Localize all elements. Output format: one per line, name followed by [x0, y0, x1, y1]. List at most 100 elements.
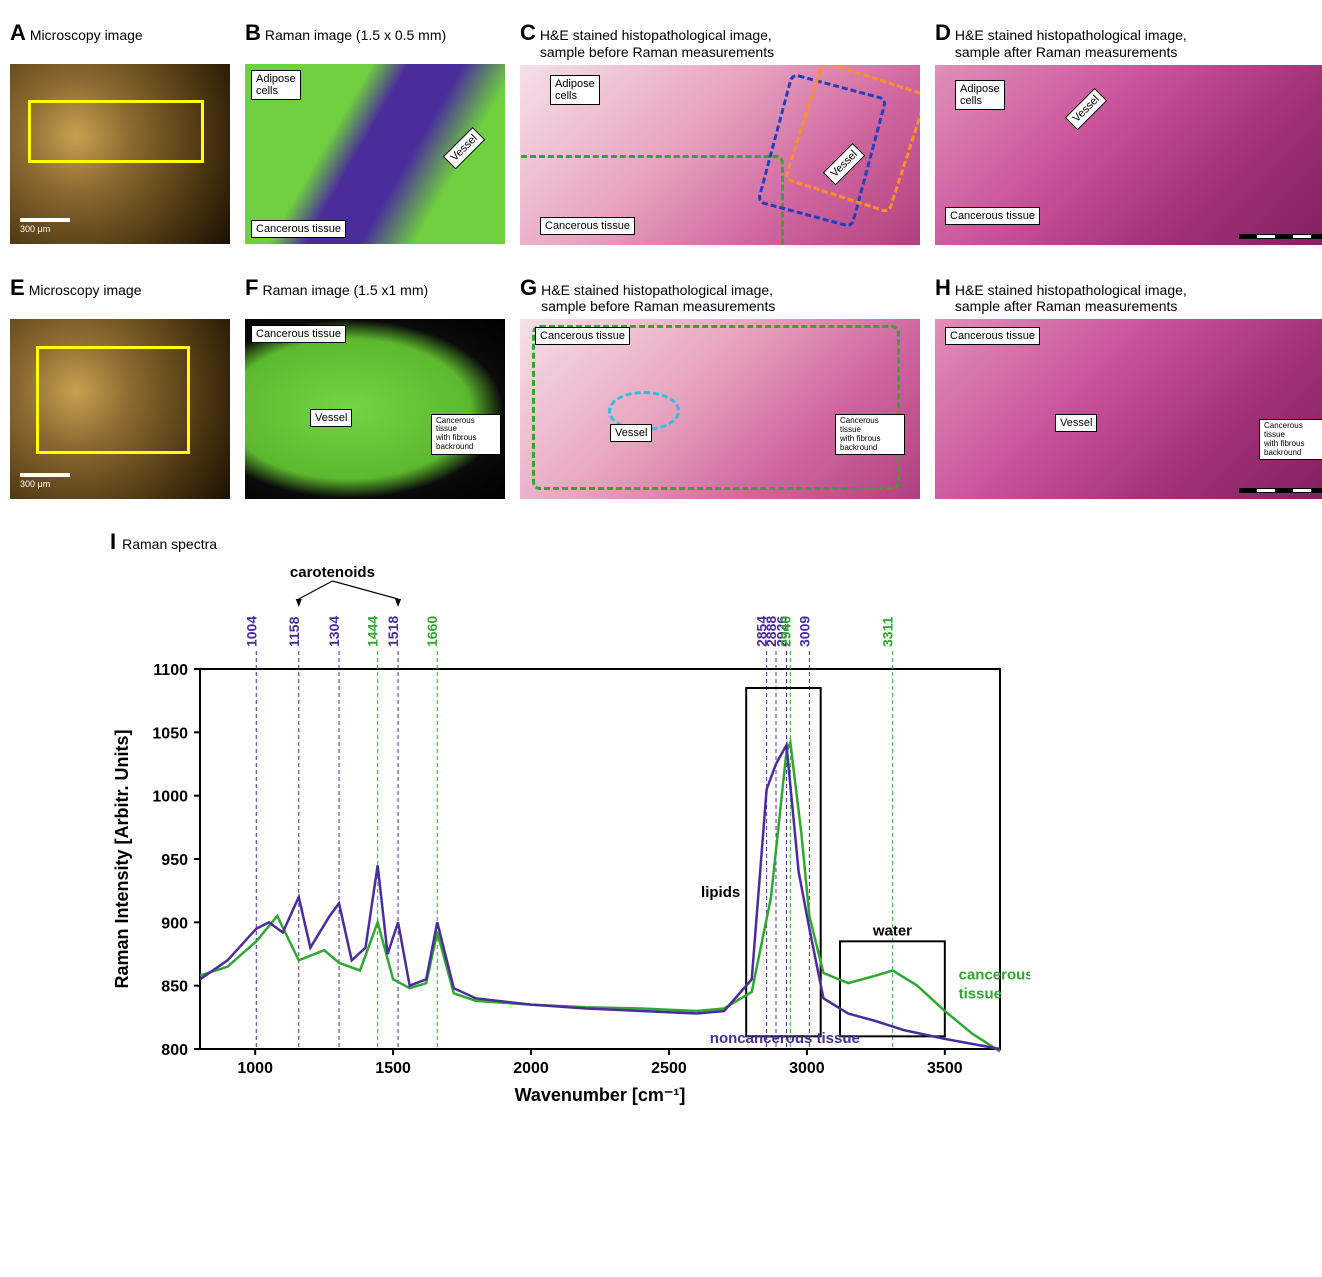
- figure-row-1: A Microscopy image 300 μm B Raman image …: [10, 20, 1312, 245]
- svg-text:lipids: lipids: [701, 884, 740, 901]
- panel-letter: F: [245, 275, 258, 301]
- panel-title: H&E stained histopathological image, sam…: [955, 282, 1187, 316]
- roi-box: [28, 100, 204, 163]
- panel-d-header: D H&E stained histopathological image, s…: [935, 20, 1322, 61]
- panel-i: I Raman spectra 800850900950100010501100…: [10, 529, 1312, 1109]
- microscopy-image-a: 300 μm: [10, 64, 230, 244]
- panel-a-header: A Microscopy image: [10, 20, 230, 60]
- panel-e: E Microscopy image 300 μm: [10, 275, 230, 500]
- panel-title: Microscopy image: [30, 27, 143, 44]
- panel-d: D H&E stained histopathological image, s…: [935, 20, 1322, 245]
- he-image-d: Adipose cells Vessel Cancerous tissue: [935, 65, 1322, 245]
- panel-g-header: G H&E stained histopathological image, s…: [520, 275, 920, 316]
- svg-text:3000: 3000: [789, 1060, 825, 1077]
- svg-text:tissue: tissue: [959, 986, 1002, 1003]
- label-adipose: Adipose cells: [955, 80, 1005, 110]
- svg-text:3009: 3009: [796, 616, 812, 647]
- panel-e-header: E Microscopy image: [10, 275, 230, 315]
- label-cancer: Cancerous tissue: [540, 217, 635, 235]
- panel-a: A Microscopy image 300 μm: [10, 20, 230, 245]
- panel-letter: D: [935, 20, 951, 46]
- svg-text:noncancerous tissue: noncancerous tissue: [710, 1030, 860, 1047]
- panel-g: G H&E stained histopathological image, s…: [520, 275, 920, 500]
- label-vessel: Vessel: [310, 409, 352, 427]
- he-image-g: Cancerous tissue Vessel Cancerous tissue…: [520, 319, 920, 499]
- panel-letter: B: [245, 20, 261, 46]
- panel-title: H&E stained histopathological image, sam…: [955, 27, 1187, 61]
- panel-c: C H&E stained histopathological image, s…: [520, 20, 920, 245]
- label-cancer: Cancerous tissue: [251, 220, 346, 238]
- svg-text:3311: 3311: [880, 617, 896, 648]
- svg-text:cancerous: cancerous: [959, 967, 1030, 984]
- scale-bar: 300 μm: [20, 473, 70, 489]
- label-cancer: Cancerous tissue: [251, 325, 346, 343]
- panel-letter: E: [10, 275, 25, 301]
- spectra-svg: 8008509009501000105011001000150020002500…: [110, 559, 1030, 1109]
- svg-text:900: 900: [161, 916, 188, 933]
- scale-text: 300 μm: [20, 479, 50, 489]
- svg-text:2000: 2000: [513, 1060, 549, 1077]
- svg-text:1660: 1660: [424, 616, 440, 647]
- label-cancer: Cancerous tissue: [945, 327, 1040, 345]
- svg-text:1158: 1158: [286, 617, 302, 648]
- panel-title: Raman image (1.5 x1 mm): [262, 282, 428, 299]
- panel-h-header: H H&E stained histopathological image, s…: [935, 275, 1322, 316]
- scale-text: 300 μm: [20, 224, 50, 234]
- svg-text:water: water: [872, 923, 912, 940]
- svg-text:800: 800: [161, 1042, 188, 1059]
- panel-letter: H: [935, 275, 951, 301]
- svg-text:1000: 1000: [237, 1060, 273, 1077]
- label-cancer: Cancerous tissue: [535, 327, 630, 345]
- svg-text:1000: 1000: [152, 789, 188, 806]
- microscopy-image-e: 300 μm: [10, 319, 230, 499]
- svg-text:1444: 1444: [365, 616, 381, 647]
- label-vessel: Vessel: [1065, 87, 1108, 130]
- svg-text:1500: 1500: [375, 1060, 411, 1077]
- svg-text:carotenoids: carotenoids: [290, 564, 375, 581]
- svg-text:2500: 2500: [651, 1060, 687, 1077]
- svg-text:1304: 1304: [326, 616, 342, 647]
- svg-text:1518: 1518: [385, 616, 401, 647]
- panel-title: H&E stained histopathological image, sam…: [541, 282, 775, 316]
- roi-box: [36, 346, 190, 454]
- scale-bar: 300 μm: [20, 218, 70, 234]
- svg-text:Wavenumber [cm⁻¹]: Wavenumber [cm⁻¹]: [515, 1085, 686, 1105]
- panel-letter: A: [10, 20, 26, 46]
- panel-f: F Raman image (1.5 x1 mm) Cancerous tiss…: [245, 275, 505, 500]
- he-image-h: Cancerous tissue Vessel Cancerous tissue…: [935, 319, 1322, 499]
- panel-i-header: I Raman spectra: [110, 529, 1312, 555]
- panel-letter: I: [110, 529, 116, 555]
- panel-title: Microscopy image: [29, 282, 142, 299]
- svg-text:3500: 3500: [927, 1060, 963, 1077]
- panel-f-header: F Raman image (1.5 x1 mm): [245, 275, 505, 315]
- label-fibrous: Cancerous tissue with fibrous backround: [835, 414, 905, 455]
- svg-text:1050: 1050: [152, 726, 188, 743]
- svg-text:1004: 1004: [243, 616, 259, 647]
- label-vessel: Vessel: [1055, 414, 1097, 432]
- label-vessel: Vessel: [442, 127, 485, 170]
- panel-b-header: B Raman image (1.5 x 0.5 mm): [245, 20, 505, 60]
- panel-title: H&E stained histopathological image, sam…: [540, 27, 774, 61]
- spectra-chart: 8008509009501000105011001000150020002500…: [110, 559, 1030, 1109]
- label-adipose: Adipose cells: [251, 70, 301, 100]
- svg-text:1100: 1100: [153, 662, 188, 679]
- figure-row-2: E Microscopy image 300 μm F Raman image …: [10, 275, 1312, 500]
- raman-image-b: Adipose cells Vessel Cancerous tissue: [245, 64, 505, 244]
- panel-b: B Raman image (1.5 x 0.5 mm) Adipose cel…: [245, 20, 505, 245]
- scale-bar: [1239, 488, 1322, 493]
- raman-image-f: Cancerous tissue Vessel Cancerous tissue…: [245, 319, 505, 499]
- label-fibrous: Cancerous tissue with fibrous backround: [431, 414, 501, 455]
- label-cancer: Cancerous tissue: [945, 207, 1040, 225]
- svg-text:Raman Intensity [Arbitr. Units: Raman Intensity [Arbitr. Units]: [112, 730, 132, 989]
- panel-letter: G: [520, 275, 537, 301]
- he-image-c: Adipose cells Vessel Cancerous tissue: [520, 65, 920, 245]
- panel-letter: C: [520, 20, 536, 46]
- panel-title: Raman spectra: [122, 536, 217, 553]
- label-vessel: Vessel: [610, 424, 652, 442]
- label-fibrous: Cancerous tissue with fibrous backround: [1259, 419, 1322, 460]
- panel-c-header: C H&E stained histopathological image, s…: [520, 20, 920, 61]
- label-adipose: Adipose cells: [550, 75, 600, 105]
- svg-text:850: 850: [161, 979, 188, 996]
- panel-h: H H&E stained histopathological image, s…: [935, 275, 1322, 500]
- dash-green: [532, 325, 900, 491]
